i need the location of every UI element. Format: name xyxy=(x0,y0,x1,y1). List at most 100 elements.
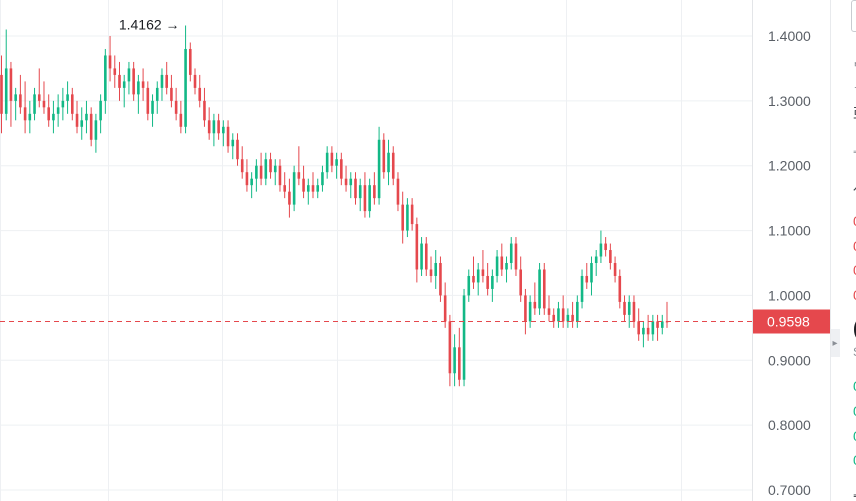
candle-body xyxy=(415,224,419,270)
candle-body xyxy=(250,178,253,186)
candle-body xyxy=(122,81,126,88)
candle-body xyxy=(528,301,532,322)
candle-body xyxy=(203,100,206,121)
candle xyxy=(524,288,527,335)
candle xyxy=(302,165,305,199)
candle-body xyxy=(632,301,636,322)
candle-body xyxy=(9,68,13,101)
candle-body xyxy=(222,126,225,134)
candle xyxy=(599,230,603,263)
candle xyxy=(618,269,622,309)
candle xyxy=(155,81,159,114)
candle xyxy=(448,314,452,387)
collapse-handle-icon[interactable]: ▸ xyxy=(831,329,840,357)
candle-body xyxy=(302,178,305,192)
chart-canvas[interactable]: 1.4000 1.3000 1.2000 1.1000 1.0000 0.9000 0.80… xyxy=(0,0,830,501)
candle-body xyxy=(37,94,41,101)
candle xyxy=(533,282,537,315)
candle xyxy=(424,237,428,276)
candle xyxy=(467,269,471,302)
candle xyxy=(561,295,565,328)
side-panel-char: ᄇ xyxy=(853,58,856,75)
candle-body xyxy=(188,48,192,75)
candle xyxy=(580,269,584,309)
candle-body xyxy=(160,74,164,88)
candle xyxy=(61,87,65,121)
candle-body xyxy=(28,113,32,121)
candle-body xyxy=(113,68,117,75)
candle xyxy=(80,107,84,140)
candle-body xyxy=(4,68,8,114)
candle-body xyxy=(344,178,348,186)
y-tick-label: 0.8000 xyxy=(768,417,811,433)
candle-body xyxy=(439,263,442,296)
candle-body xyxy=(269,159,272,173)
candle xyxy=(37,68,41,108)
candle xyxy=(226,120,230,153)
y-tick-label: 0.7000 xyxy=(768,482,811,498)
candle-body xyxy=(297,172,301,179)
y-tick-label: 1.4000 xyxy=(768,28,811,44)
candle-body xyxy=(56,107,60,114)
candle-body xyxy=(292,172,296,205)
candle-body xyxy=(89,113,93,140)
candle xyxy=(538,263,541,315)
candle xyxy=(604,237,607,257)
candle xyxy=(283,172,286,199)
candle xyxy=(368,178,371,218)
candle-body xyxy=(420,243,423,270)
candle-body xyxy=(410,204,414,225)
candle-body xyxy=(387,152,390,173)
candle-body xyxy=(104,55,107,101)
candle-body xyxy=(179,113,183,127)
candle xyxy=(188,42,192,82)
candle xyxy=(462,288,466,387)
candle-body xyxy=(217,120,220,134)
candle-body xyxy=(184,48,187,127)
candle xyxy=(401,191,404,244)
candle-body xyxy=(207,120,211,134)
candle-body xyxy=(429,269,433,276)
candle-body xyxy=(590,263,593,283)
candle xyxy=(122,74,126,108)
candle xyxy=(637,308,640,341)
candle xyxy=(609,243,612,270)
candle xyxy=(458,327,461,387)
current-price-marker: 0.9598 xyxy=(0,309,830,334)
y-tick-label: 1.2000 xyxy=(768,158,811,174)
candle xyxy=(472,256,475,289)
candle-body xyxy=(193,74,197,88)
candle-body xyxy=(594,256,598,263)
candle-body xyxy=(325,152,329,173)
candle-body xyxy=(618,275,622,302)
candle-body xyxy=(613,263,617,276)
candle-body xyxy=(557,308,560,322)
candle-body xyxy=(85,113,88,121)
candle-body xyxy=(637,321,640,335)
candle xyxy=(217,113,220,140)
candle xyxy=(47,94,50,127)
y-tick-label: 1.3000 xyxy=(768,93,811,109)
candle-body xyxy=(538,269,541,309)
side-panel-char: 0 xyxy=(853,378,856,394)
candle-body xyxy=(321,172,324,186)
candle xyxy=(585,263,589,289)
candle-body xyxy=(306,185,310,192)
candle-body xyxy=(283,185,286,192)
candle xyxy=(89,107,93,147)
candle-body xyxy=(311,185,315,192)
candle-body xyxy=(42,100,46,108)
candle-body xyxy=(514,243,518,270)
candle-body xyxy=(576,301,579,322)
candle xyxy=(396,172,400,212)
candle-body xyxy=(509,243,513,263)
candle-body xyxy=(240,159,244,173)
candle xyxy=(651,314,655,341)
candle xyxy=(108,36,112,82)
side-panel-char: 0 xyxy=(853,452,856,468)
candlestick-chart[interactable]: 1.4000 1.3000 1.2000 1.1000 1.0000 0.9000 0.80… xyxy=(0,0,830,501)
candle-body xyxy=(646,327,650,335)
candle xyxy=(566,308,570,328)
side-panel-char: 0 xyxy=(853,262,856,278)
candle-body xyxy=(533,301,537,309)
